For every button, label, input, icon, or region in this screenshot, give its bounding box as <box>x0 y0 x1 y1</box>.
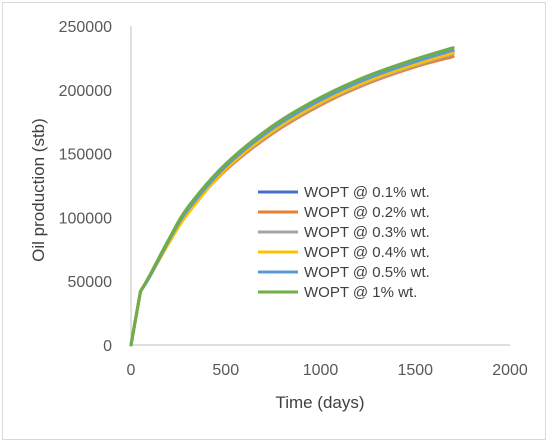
legend-label: WOPT @ 0.5% wt. <box>304 264 430 281</box>
x-tick-label: 500 <box>212 362 239 379</box>
legend-label: WOPT @ 0.1% wt. <box>304 184 430 201</box>
legend-label: WOPT @ 0.3% wt. <box>304 224 430 241</box>
series-line <box>129 46 455 347</box>
x-axis: 0 500 1000 1500 2000 <box>127 344 528 379</box>
legend-label: WOPT @ 1% wt. <box>304 284 417 301</box>
legend-label: WOPT @ 0.2% wt. <box>304 204 430 221</box>
legend: WOPT @ 0.1% wt. WOPT @ 0.2% wt. WOPT @ 0.3… <box>258 184 430 301</box>
legend-label: WOPT @ 0.4% wt. <box>304 244 430 261</box>
x-tick-label: 1000 <box>303 362 339 379</box>
x-tick-label: 2000 <box>492 362 528 379</box>
chart-area <box>2 2 546 440</box>
y-tick-label: 150000 <box>59 147 112 164</box>
x-tick-label: 0 <box>127 362 136 379</box>
x-tick-label: 1500 <box>397 362 433 379</box>
y-tick-label: 200000 <box>59 83 112 100</box>
x-axis-title: Time (days) <box>275 393 364 412</box>
y-axis-title: Oil production (stb) <box>29 118 48 262</box>
y-tick-label: 0 <box>103 338 112 355</box>
y-tick-label: 250000 <box>59 19 112 36</box>
y-axis: 0 50000 100000 150000 200000 250000 <box>59 19 132 355</box>
y-tick-label: 50000 <box>68 274 113 291</box>
plot-lines <box>129 46 455 347</box>
y-tick-label: 100000 <box>59 210 112 227</box>
